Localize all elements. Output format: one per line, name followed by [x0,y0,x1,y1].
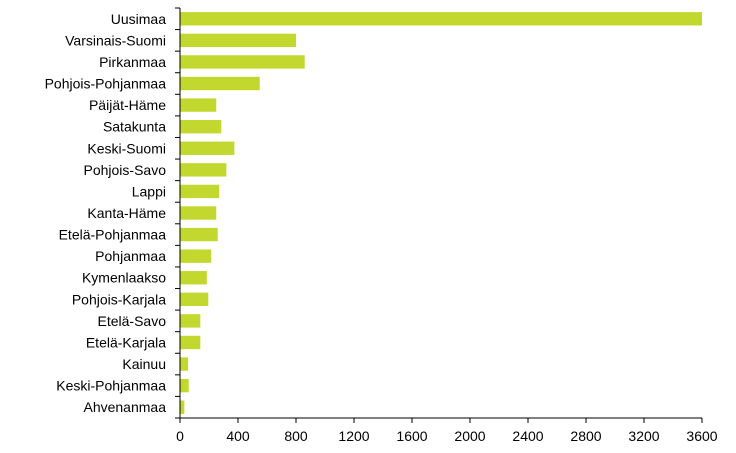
x-tick-label: 3200 [628,428,659,444]
x-tick-label: 2000 [454,428,485,444]
x-tick-label: 1600 [396,428,427,444]
bar-8 [180,184,220,199]
category-label: Kymenlaakso [82,270,166,286]
category-label: Keski-Suomi [87,140,166,156]
bars-group [180,12,702,414]
category-label: Ahvenanmaa [83,399,166,415]
category-label: Satakunta [103,119,166,135]
bar-16 [180,357,188,371]
bar-18 [180,400,185,414]
bar-7 [180,163,227,177]
x-tick-label: 2400 [512,428,543,444]
x-ticks-group: 0 400 800 1200 1600 2000 2400 2800 3200 3600 [175,7,718,444]
category-label: Pohjois-Pohjanmaa [45,76,167,92]
category-label: Kanta-Häme [87,205,166,221]
category-label: Pohjois-Karjala [72,291,166,307]
x-tick-label: 800 [284,428,308,444]
bar-9 [180,206,217,220]
category-label: Etelä-Karjala [86,334,166,350]
bar-3 [180,76,260,91]
category-label: Pohjois-Savo [84,162,167,178]
category-label: Pirkanmaa [99,54,166,70]
x-tick-label: 2800 [570,428,601,444]
category-label: Etelä-Pohjanmaa [59,227,167,243]
category-label: Lappi [132,183,166,199]
bar-5 [180,119,222,134]
x-tick-label: 3600 [686,428,717,444]
bar-11 [180,249,212,263]
x-tick-label: 1200 [338,428,369,444]
category-label: Päijät-Häme [89,97,166,113]
category-label: Varsinais-Suomi [65,32,166,48]
category-label: Etelä-Savo [98,313,167,329]
category-label: Pohjanmaa [95,248,166,264]
x-tick-label: 400 [226,428,250,444]
bar-10 [180,227,218,242]
bar-14 [180,314,201,328]
bar-17 [180,378,189,393]
category-label: Uusimaa [111,11,166,27]
bar-6 [180,141,235,155]
category-label: Kainuu [122,356,166,372]
bar-4 [180,98,217,112]
category-label: Keski-Pohjanmaa [56,378,166,394]
bar-1 [180,33,296,48]
bar-13 [180,292,209,307]
bar-2 [180,55,305,69]
x-tick-label: 0 [176,428,184,444]
bar-15 [180,335,201,350]
category-labels-group: Uusimaa Varsinais-Suomi Pirkanmaa Pohjois-P… [45,11,167,415]
bar-12 [180,271,207,285]
bar-0 [180,12,702,26]
